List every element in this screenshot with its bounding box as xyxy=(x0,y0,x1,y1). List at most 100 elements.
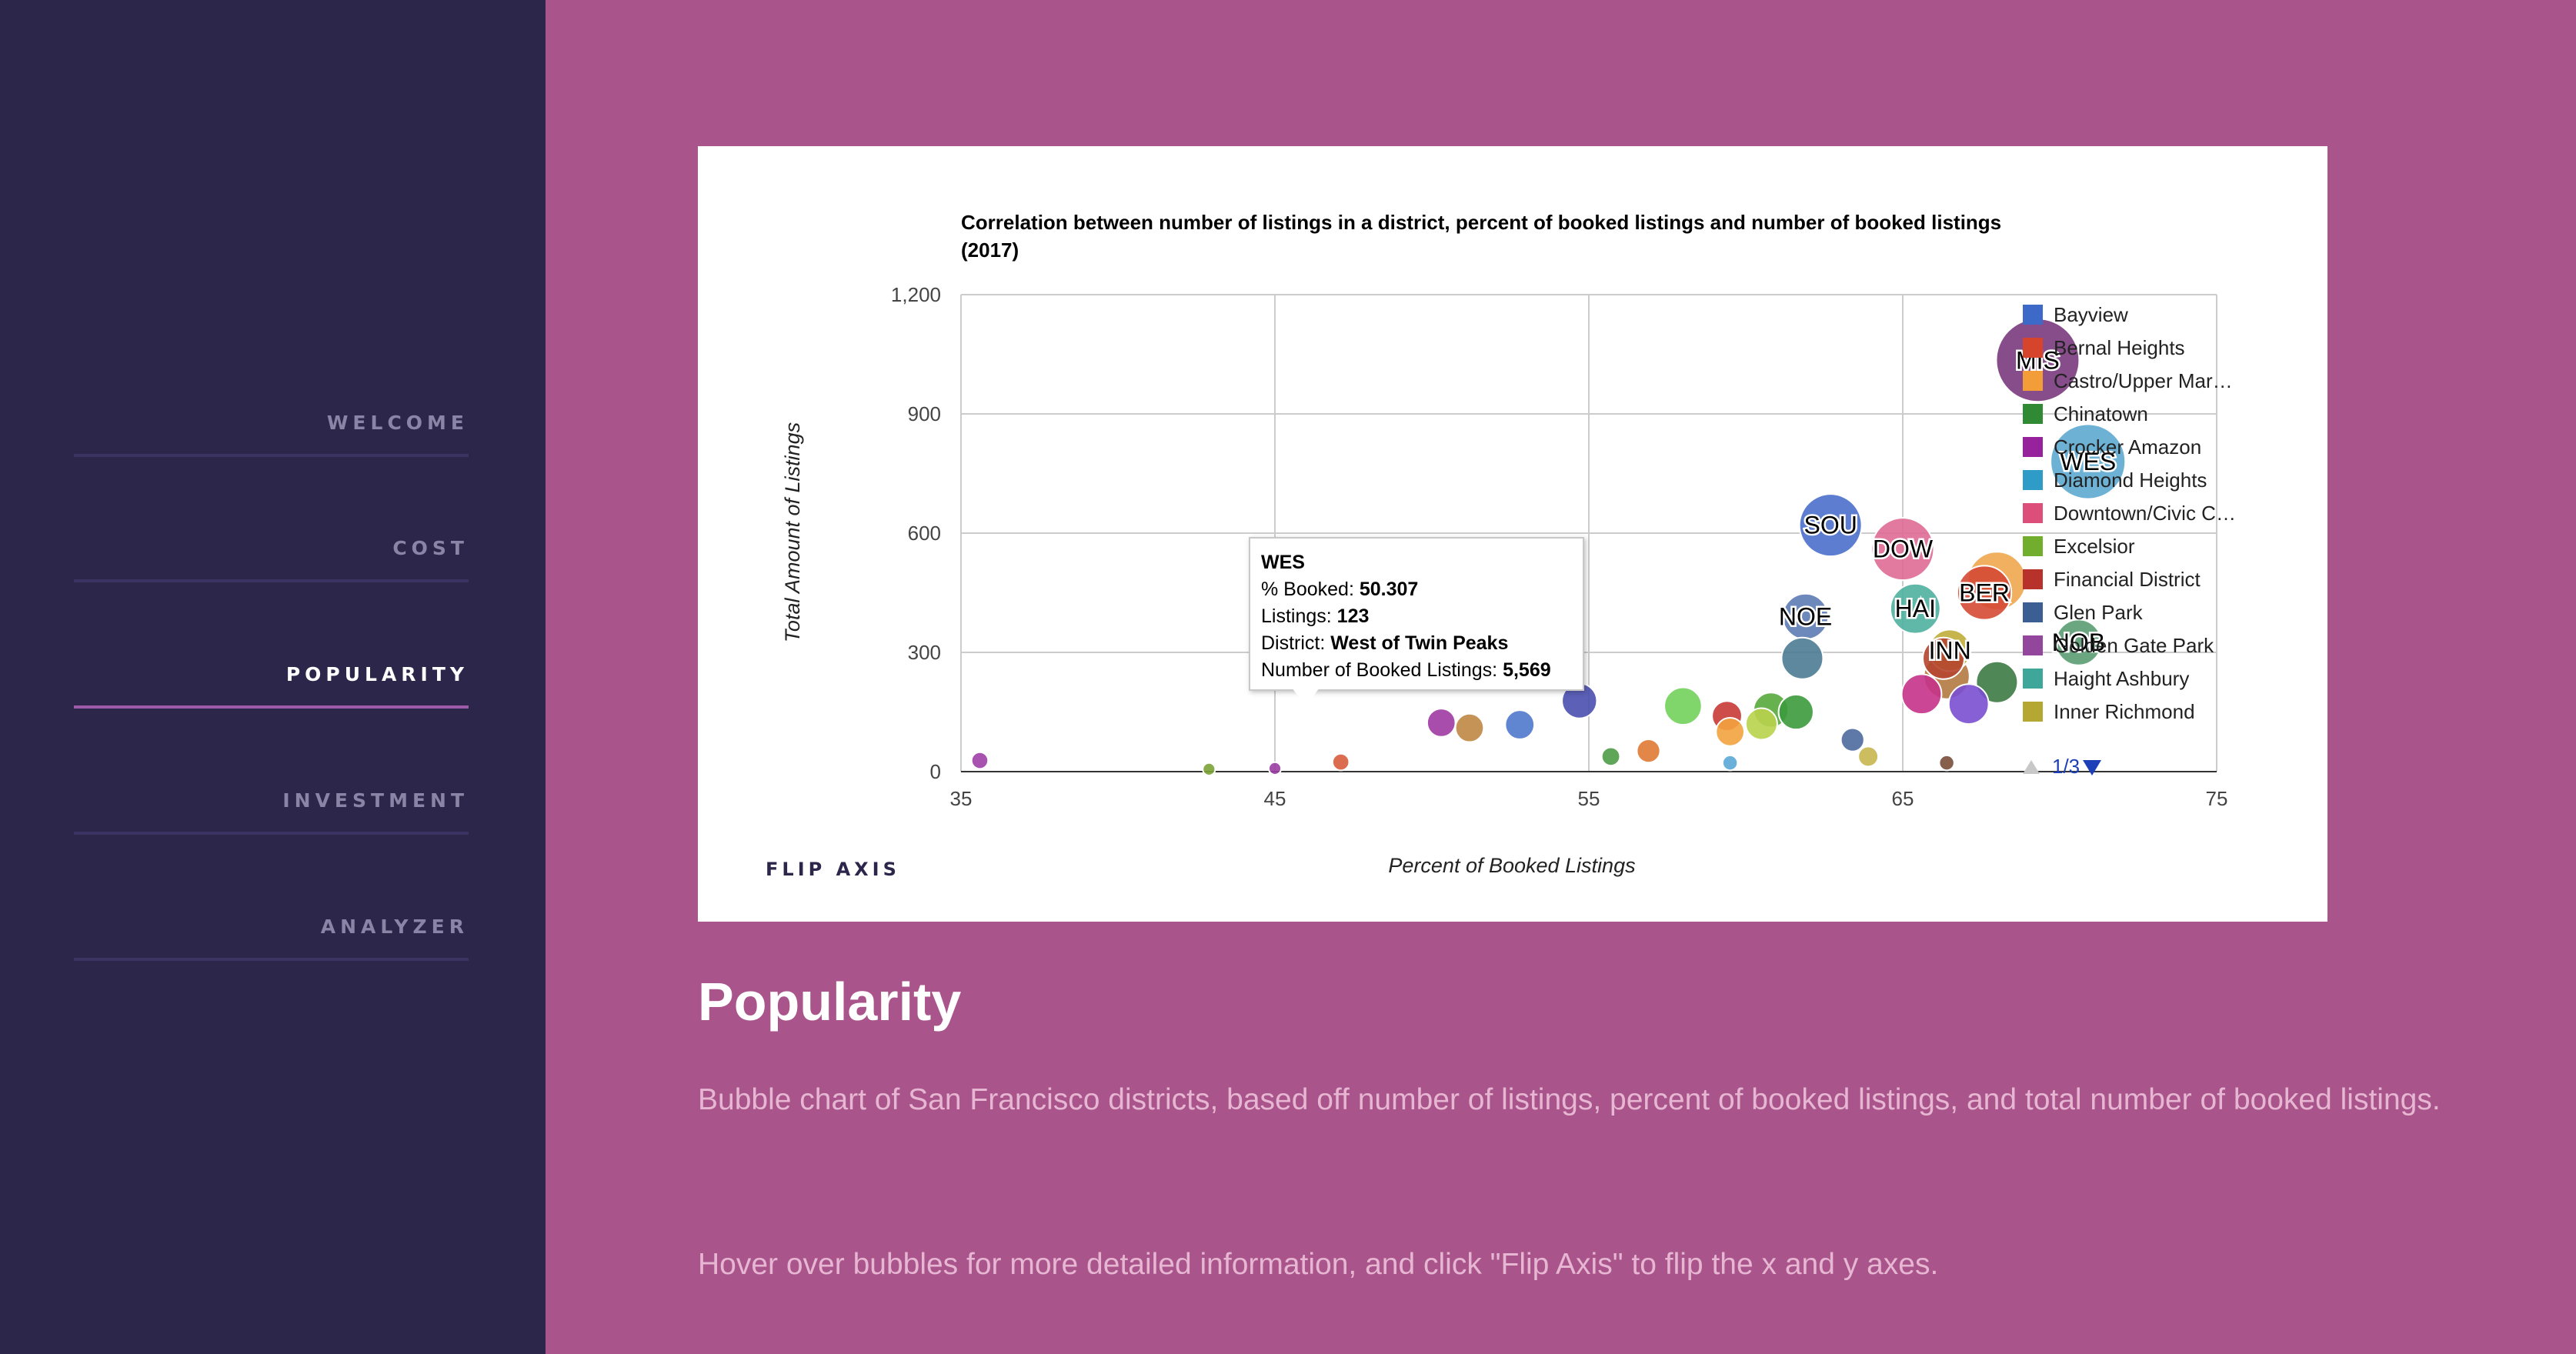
bubble-11 xyxy=(1780,636,1824,680)
description-paragraph: Bubble chart of San Francisco districts,… xyxy=(698,1083,2441,1116)
chart-axes: 35 45 55 65 75 0 300 600 900 1,200 xyxy=(891,283,2228,810)
bubble-25 xyxy=(1454,712,1485,743)
bubble-2 xyxy=(1798,493,1863,558)
y-tick-label-2: 600 xyxy=(908,522,941,545)
x-tick-label-3: 65 xyxy=(1892,787,1914,810)
chart-tooltip: WES % Booked: 50.307 Listings: 123 Distr… xyxy=(1249,537,1584,691)
bubble-30 xyxy=(1721,754,1739,772)
bubble-label-2: SOU xyxy=(1804,512,1857,539)
tooltip-district: District: West of Twin Peaks xyxy=(1261,632,1509,654)
bubble-28 xyxy=(1600,746,1621,767)
bubble-label-8: NOB xyxy=(2052,629,2105,656)
legend-label-9: Glen Park xyxy=(2054,601,2144,624)
bubble-label-3: DOW xyxy=(1873,535,1934,563)
legend-swatch-8 xyxy=(2023,569,2043,589)
pager-text: 1/3 xyxy=(2052,755,2080,778)
x-tick-label-0: 35 xyxy=(950,787,973,810)
bubble-label-1: WES xyxy=(2060,448,2116,475)
bubble-24 xyxy=(1426,708,1457,738)
tooltip-tail xyxy=(1292,688,1320,706)
nav-welcome[interactable]: WELCOME xyxy=(74,412,469,457)
bubble-16 xyxy=(1663,686,1703,726)
legend-swatch-6 xyxy=(2023,503,2043,523)
instructions-paragraph: Hover over bubbles for more detailed inf… xyxy=(698,1248,1939,1281)
bubble-6 xyxy=(1889,582,1941,635)
tooltip-listings: Listings: 123 xyxy=(1261,605,1370,627)
bubble-3 xyxy=(1870,517,1935,582)
nav-cost[interactable]: COST xyxy=(74,537,469,582)
bubble-34 xyxy=(1202,762,1216,777)
legend-swatch-0 xyxy=(2023,305,2043,325)
bubble-21 xyxy=(1744,707,1778,741)
nav-analyzer[interactable]: ANALYZER xyxy=(74,915,469,961)
bubble-10 xyxy=(1922,636,1966,680)
page-title: Popularity xyxy=(698,972,962,1032)
tooltip-title: WES xyxy=(1261,552,1305,573)
x-tick-label-4: 75 xyxy=(2206,787,2228,810)
bubble-chart: Correlation between number of listings i… xyxy=(781,211,2236,877)
x-axis-label: Percent of Booked Listings xyxy=(1388,854,1635,877)
legend-label-3: Chinatown xyxy=(2054,402,2148,425)
tooltip-booked-listings: Number of Booked Listings: 5,569 xyxy=(1261,659,1551,681)
nav-investment[interactable]: INVESTMENT xyxy=(74,789,469,835)
bubble-14 xyxy=(1900,673,1943,715)
legend-swatch-4 xyxy=(2023,437,2043,457)
bubble-8 xyxy=(2054,619,2103,666)
bubble-label-7: NOE xyxy=(1779,603,1832,631)
chart-title-line-1: Correlation between number of listings i… xyxy=(961,211,2001,234)
chart-grid xyxy=(960,294,2217,772)
bubble-32 xyxy=(970,751,989,770)
bubble-33 xyxy=(1267,761,1283,775)
flip-axis-button[interactable]: FLIP AXIS xyxy=(766,859,900,880)
bubble-35 xyxy=(1938,754,1955,772)
main-content: Correlation between number of listings i… xyxy=(546,0,2576,1354)
legend-label-12: Inner Richmond xyxy=(2054,700,2195,723)
bubble-label-9: INN xyxy=(1929,636,1971,664)
bubble-23 xyxy=(1504,709,1536,740)
legend-label-5: Diamond Heights xyxy=(2054,469,2207,492)
x-tick-label-1: 45 xyxy=(1264,787,1286,810)
legend-swatch-1 xyxy=(2023,338,2043,358)
legend-label-1: Bernal Heights xyxy=(2054,336,2185,359)
bubble-27 xyxy=(1636,739,1661,764)
pager-down-icon[interactable] xyxy=(2083,760,2101,775)
y-tick-label-4: 1,200 xyxy=(891,283,941,306)
legend-label-11: Haight Ashbury xyxy=(2054,667,2189,690)
legend-label-4: Crocker Amazon xyxy=(2054,435,2201,459)
y-tick-label-1: 300 xyxy=(908,641,941,664)
legend-label-8: Financial District xyxy=(2054,568,2201,591)
bubble-label-6: HAI xyxy=(1895,595,1936,622)
bubble-31 xyxy=(1331,752,1350,772)
bubble-label-5: BER xyxy=(1959,579,2010,607)
pager-up-icon[interactable] xyxy=(2023,760,2040,774)
nav-popularity[interactable]: POPULARITY xyxy=(74,663,469,709)
legend-swatch-11 xyxy=(2023,669,2043,689)
legend-label-2: Castro/Upper Mar… xyxy=(2054,369,2233,392)
chart-legend: Bayview Bernal Heights Castro/Upper Mar… Ch… xyxy=(2023,303,2236,723)
legend-pager[interactable]: 1/3 xyxy=(2023,755,2101,778)
legend-label-0: Bayview xyxy=(2054,303,2128,326)
legend-swatch-3 xyxy=(2023,404,2043,424)
chart-title-line-2: (2017) xyxy=(961,238,1019,262)
bubble-26 xyxy=(1840,727,1865,752)
bubble-13 xyxy=(1975,660,2019,704)
legend-swatch-7 xyxy=(2023,536,2043,556)
bubble-5 xyxy=(1956,565,2013,621)
chart-card: Correlation between number of listings i… xyxy=(698,146,2327,922)
y-tick-label-3: 900 xyxy=(908,402,941,425)
legend-swatch-12 xyxy=(2023,702,2043,722)
x-tick-label-2: 55 xyxy=(1578,787,1600,810)
y-tick-label-0: 0 xyxy=(930,760,941,783)
legend-label-10: Golden Gate Park xyxy=(2054,634,2214,657)
bubble-22 xyxy=(1715,716,1745,747)
bubble-19 xyxy=(1777,693,1814,731)
tooltip-booked: % Booked: 50.307 xyxy=(1261,579,1419,600)
bubble-1 xyxy=(2050,423,2127,500)
y-axis-label: Total Amount of Listings xyxy=(781,422,804,642)
legend-label-6: Downtown/Civic C… xyxy=(2054,502,2236,525)
legend-swatch-5 xyxy=(2023,470,2043,490)
bubble-15 xyxy=(1947,683,1990,725)
legend-swatch-10 xyxy=(2023,635,2043,655)
legend-label-7: Excelsior xyxy=(2054,535,2135,558)
